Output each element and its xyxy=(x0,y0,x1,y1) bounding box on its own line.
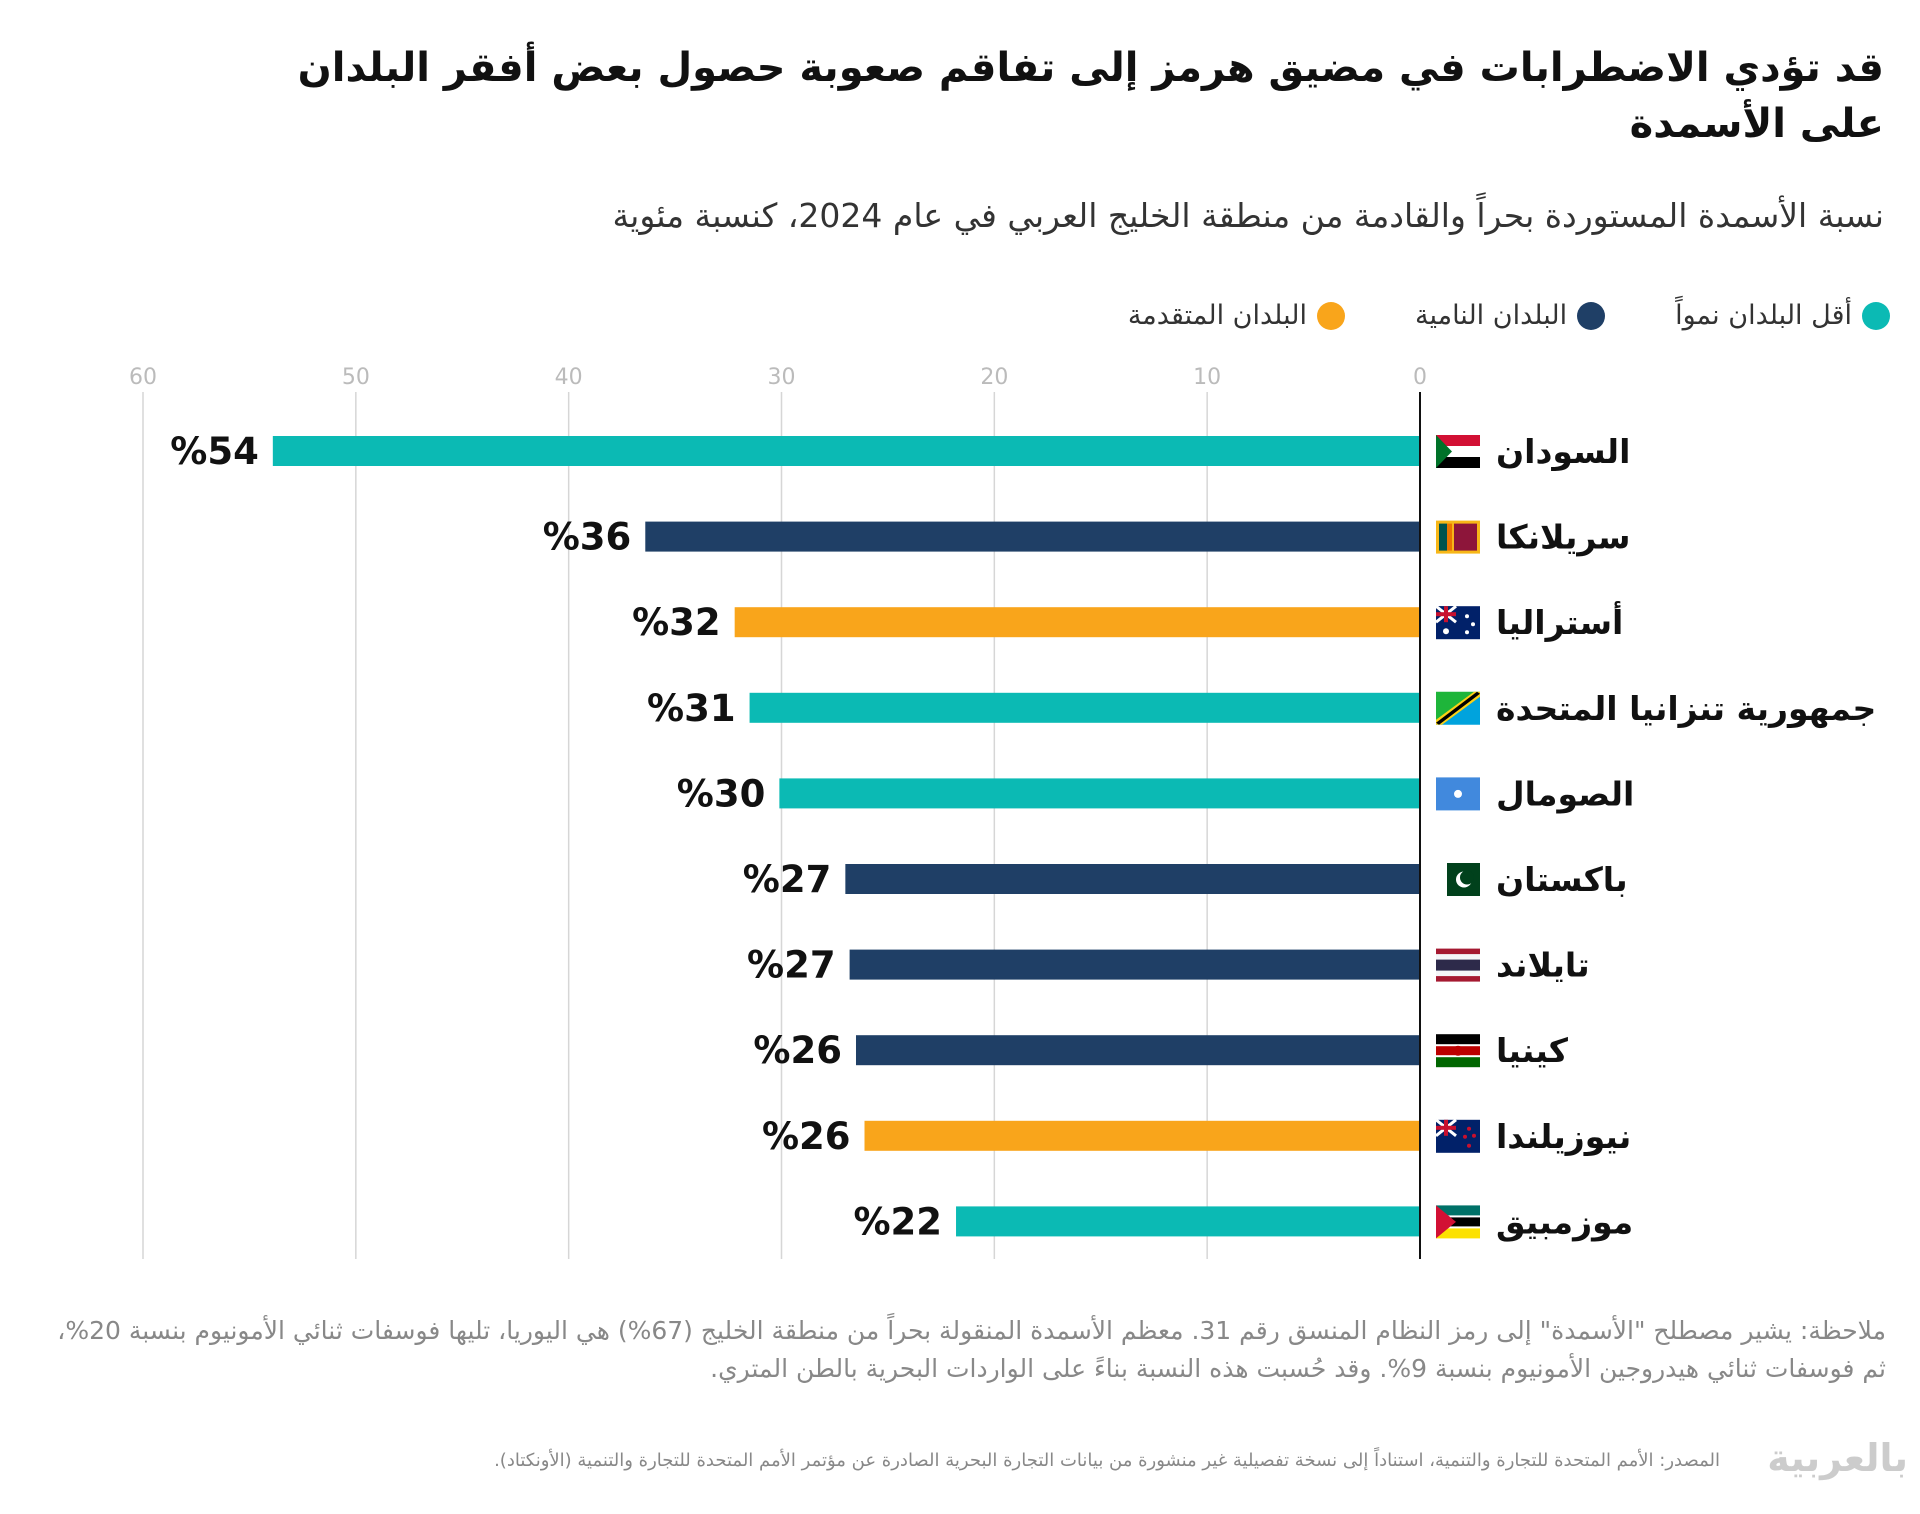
bar xyxy=(855,1035,1420,1066)
data-label: %27 xyxy=(743,858,832,901)
new-zealand-flag-icon xyxy=(1435,1118,1480,1153)
bar xyxy=(734,607,1420,638)
bar xyxy=(272,436,1420,466)
tick-label: 20 xyxy=(980,365,1008,390)
country-label: كينيا xyxy=(1496,1031,1569,1070)
country-label: السودان xyxy=(1496,432,1630,472)
tick-label: 10 xyxy=(1193,365,1221,390)
country-label: أستراليا xyxy=(1496,601,1623,643)
data-label: %30 xyxy=(677,772,766,815)
bar xyxy=(779,778,1420,809)
legend-item-least-developed: أقل البلدان نمواً xyxy=(1675,300,1890,331)
sudan-flag-icon xyxy=(1436,435,1480,468)
tick-label: 40 xyxy=(555,365,583,390)
legend-dot xyxy=(1862,301,1890,330)
bar xyxy=(849,949,1420,980)
data-label: %32 xyxy=(632,601,721,644)
bar xyxy=(645,521,1420,552)
bar xyxy=(749,692,1420,723)
legend-item-developed: البلدان المتقدمة xyxy=(1128,300,1345,331)
tick-label: 30 xyxy=(768,365,796,390)
data-label: %27 xyxy=(747,944,836,987)
legend-label: البلدان النامية xyxy=(1414,300,1568,331)
tick-label: 50 xyxy=(342,365,370,390)
chart-source: المصدر: الأمم المتحدة للتجارة والتنمية، … xyxy=(494,1450,1720,1471)
chart-title: قد تؤدي الاضطرابات في مضيق هرمز إلى تفاق… xyxy=(297,45,1884,147)
country-label: سريلانكا xyxy=(1496,518,1630,558)
chart-note: ملاحظة: يشير مصطلح "الأسمدة" إلى رمز الن… xyxy=(57,1316,1886,1383)
data-label: %31 xyxy=(647,687,736,730)
data-label: %26 xyxy=(762,1115,851,1158)
legend-dot xyxy=(1316,301,1345,330)
data-label: %54 xyxy=(170,430,259,473)
country-label: جمهورية تنزانيا المتحدة xyxy=(1496,689,1876,729)
bar xyxy=(845,864,1420,894)
somalia-flag-icon xyxy=(1436,777,1480,811)
mozambique-flag-icon xyxy=(1436,1205,1480,1239)
country-label: الصومال xyxy=(1496,774,1634,814)
pakistan-flag-icon xyxy=(1436,863,1480,896)
australia-flag-icon xyxy=(1435,605,1480,640)
tick-label: 0 xyxy=(1413,365,1427,390)
thailand-flag-icon xyxy=(1436,948,1480,982)
legend: أقل البلدان نمواً البلدان النامية البلدا… xyxy=(1128,300,1890,331)
data-label: %36 xyxy=(543,516,632,559)
country-label: باكستان xyxy=(1496,860,1628,899)
cnn-arabic-logo: بالعربية xyxy=(1767,1436,1909,1480)
tanzania-flag-icon xyxy=(1436,691,1480,725)
sri-lanka-flag-icon xyxy=(1436,520,1480,554)
country-label: موزمبيق xyxy=(1496,1202,1633,1242)
chart-subtitle: نسبة الأسمدة المستوردة بحراً والقادمة من… xyxy=(612,196,1884,235)
legend-item-developing: البلدان النامية xyxy=(1414,300,1606,331)
data-label: %22 xyxy=(853,1200,942,1243)
country-label: تايلاند xyxy=(1496,946,1590,985)
legend-label: البلدان المتقدمة xyxy=(1127,300,1307,331)
kenya-flag-icon xyxy=(1436,1034,1480,1068)
legend-label: أقل البلدان نمواً xyxy=(1675,300,1852,331)
data-label: %26 xyxy=(753,1029,842,1072)
tick-label: 60 xyxy=(129,365,157,390)
bar xyxy=(864,1120,1420,1151)
country-label: نيوزيلندا xyxy=(1496,1117,1631,1157)
bar xyxy=(956,1206,1420,1237)
bar-chart: 0 10 20 30 40 50 60 %54 السودان %36 سريلانكا %32 أست… xyxy=(129,365,1876,1259)
legend-dot xyxy=(1577,301,1606,330)
